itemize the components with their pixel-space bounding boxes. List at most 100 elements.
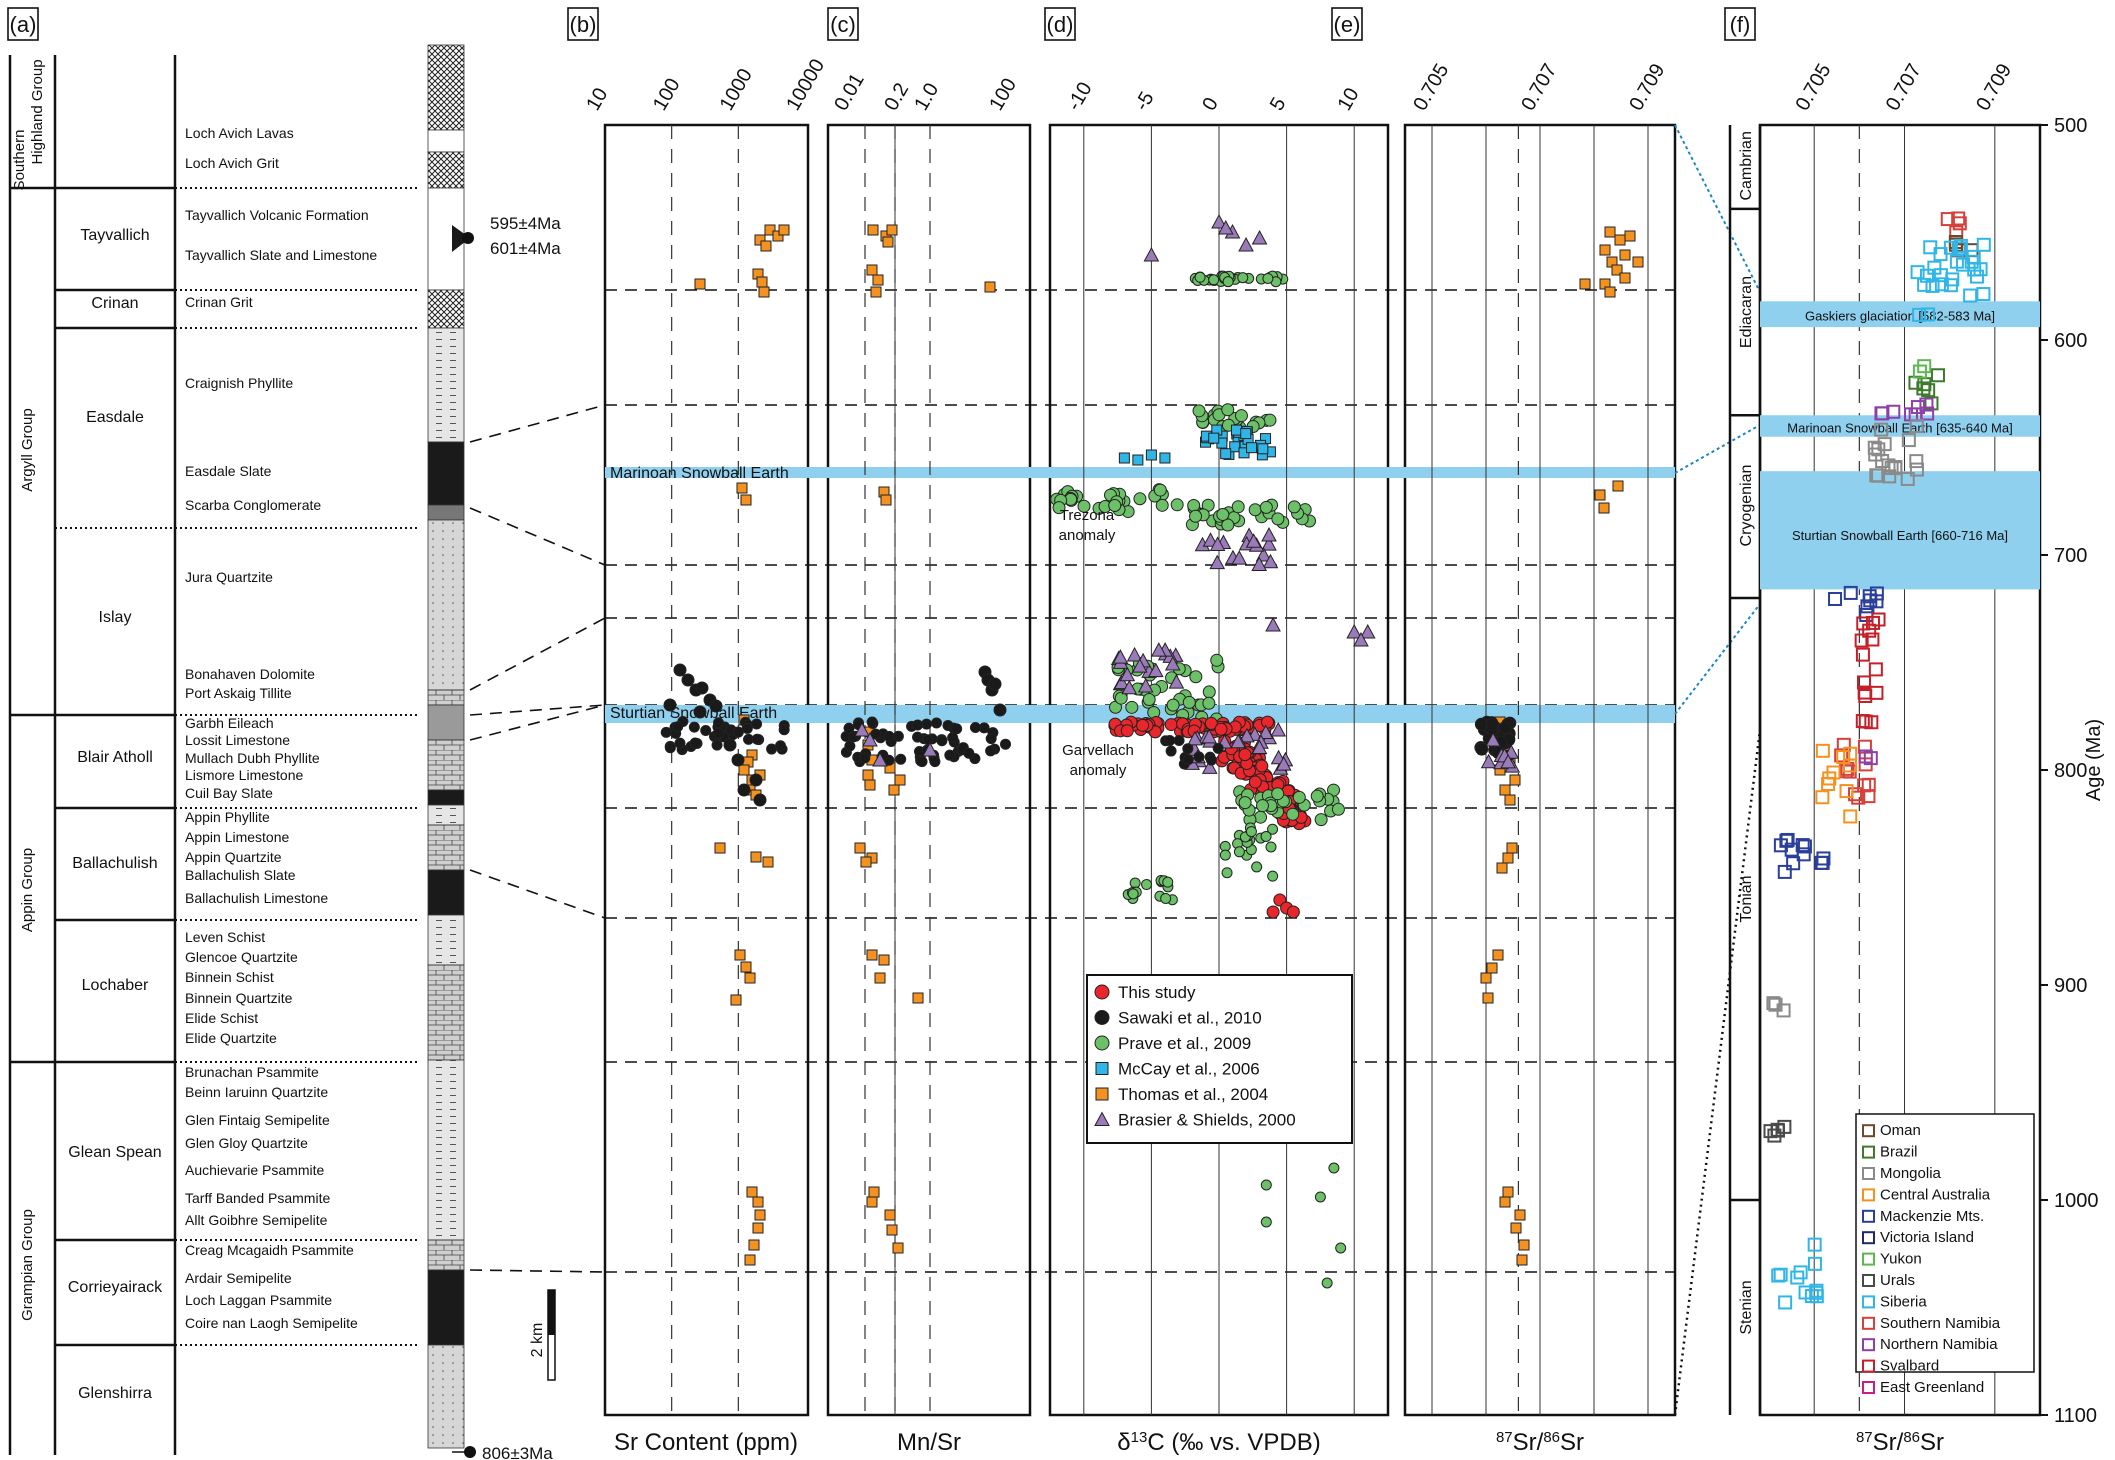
e-brasier-point xyxy=(1500,753,1516,769)
d-mccay-point xyxy=(1208,432,1220,444)
b-thomas-point xyxy=(740,494,752,506)
f-point xyxy=(1963,288,1978,303)
d-prave-point xyxy=(1133,492,1147,506)
panel-label-b: (b) xyxy=(567,7,599,41)
f-point xyxy=(1778,1295,1793,1310)
subgroup-label: Glenshirra xyxy=(78,1385,152,1402)
d-prave-point xyxy=(1328,1162,1340,1174)
d-prave-point xyxy=(1271,787,1285,801)
e-thomas-point xyxy=(1499,784,1511,796)
gaskiers-label: Gaskiers glaciation [582-583 Ma] xyxy=(1805,309,1995,324)
d-brasier-point xyxy=(1261,527,1277,542)
e-thomas-point xyxy=(1614,234,1626,246)
formation-label: Loch Avich Lavas xyxy=(185,125,294,141)
f-point xyxy=(1909,454,1924,469)
b-sawaki-point xyxy=(774,740,786,752)
d-prave-point xyxy=(1210,653,1224,667)
group-label: Grampian Group xyxy=(19,1209,36,1321)
f-point xyxy=(1953,238,1968,253)
b-thomas-point xyxy=(772,230,784,242)
c-thomas-point xyxy=(866,949,878,961)
d-thisstudy-point xyxy=(1120,724,1134,738)
d-prave-point xyxy=(1245,826,1257,838)
d-prave-point xyxy=(1263,413,1277,427)
d-prave-point xyxy=(1142,692,1156,706)
d-prave-point xyxy=(1255,799,1269,813)
subgroup-label: Lochaber xyxy=(82,977,149,994)
trezona-label: Trezona xyxy=(1060,507,1115,524)
legend-f-label: Yukon xyxy=(1880,1251,1922,1268)
c-thomas-point xyxy=(878,954,890,966)
f-point xyxy=(1795,838,1810,853)
d-prave-point xyxy=(1254,810,1268,824)
f-point xyxy=(1797,839,1812,854)
legend-f-label: Oman xyxy=(1880,1122,1921,1139)
d-prave-point xyxy=(1331,802,1345,816)
c-sawaki-point xyxy=(944,749,956,761)
legend-f-label: Central Australia xyxy=(1880,1186,1991,1203)
formation-label: Lossit Limestone xyxy=(185,732,290,748)
formation-label: Creag Mcagaidh Psammite xyxy=(185,1242,354,1258)
formation-label: Coire nan Laogh Semipelite xyxy=(185,1315,358,1331)
legend-f-marker xyxy=(1862,1231,1875,1245)
f-tick: 0.705 xyxy=(1791,60,1835,114)
d-brasier-point xyxy=(1119,666,1136,682)
d-mccay-point xyxy=(1257,443,1269,455)
d-brasier-point xyxy=(1239,727,1255,743)
d-prave-point xyxy=(1108,499,1122,513)
age-connector xyxy=(1673,729,1762,1416)
d-prave-point xyxy=(1248,503,1262,517)
d-prave-point xyxy=(1310,789,1324,803)
scale-bar-fill xyxy=(548,1290,555,1335)
b-thomas-point xyxy=(756,276,768,288)
c-sawaki-point xyxy=(844,740,856,752)
formation-label: Ballachulish Limestone xyxy=(185,890,328,906)
d-brasier-point xyxy=(1131,658,1148,673)
d-prave-point xyxy=(1208,274,1220,286)
d-sawaki-point xyxy=(1173,734,1185,746)
f-point xyxy=(1943,278,1958,293)
f-point xyxy=(1868,447,1883,462)
f-point xyxy=(1839,784,1854,799)
e-thomas-point xyxy=(1496,862,1508,874)
b-tick: 10000 xyxy=(782,55,829,114)
panel-label-text: (d) xyxy=(1047,12,1074,37)
f-point xyxy=(1949,254,1964,269)
panel-label-a: (a) xyxy=(7,7,39,41)
d-brasier-point xyxy=(1211,213,1227,229)
f-point xyxy=(1843,746,1858,761)
c-sawaki-point xyxy=(985,733,997,745)
d-prave-point xyxy=(1271,512,1285,526)
d-tick: -10 xyxy=(1063,78,1097,114)
b-xlabel: Sr Content (ppm) xyxy=(614,1429,798,1456)
e-thomas-point xyxy=(1598,502,1610,514)
age-label: 595±4Ma xyxy=(490,214,561,233)
legend-main-label: Thomas et al., 2004 xyxy=(1118,1085,1268,1104)
d-prave-point xyxy=(1182,695,1196,709)
c-sawaki-point xyxy=(951,723,963,735)
d-prave-point xyxy=(1335,1242,1347,1254)
d-brasier-point xyxy=(1255,546,1272,562)
column-unit xyxy=(427,704,465,741)
f-ytick-label: 500 xyxy=(2054,115,2087,137)
c-sawaki-point xyxy=(930,717,942,729)
c-thomas-point xyxy=(874,972,886,984)
e-brasier-point xyxy=(1485,731,1501,747)
column-unit xyxy=(427,441,465,506)
b-thomas-point xyxy=(694,278,706,290)
d-brasier-point xyxy=(1275,756,1292,771)
c-thomas-point xyxy=(894,774,906,786)
f-point xyxy=(1912,307,1927,322)
b-tick: 100 xyxy=(649,75,685,115)
d-prave-point xyxy=(1162,876,1174,888)
b-thomas-point xyxy=(730,994,742,1006)
panel-label-text: (e) xyxy=(1334,12,1361,37)
b-sawaki-point xyxy=(753,793,767,807)
f-point xyxy=(1843,809,1858,824)
b-thomas-point xyxy=(748,1239,760,1251)
b-sawaki-point xyxy=(695,681,709,695)
d-sawaki-point xyxy=(1165,745,1177,757)
formation-label: Port Askaig Tillite xyxy=(185,685,292,701)
f-point xyxy=(1766,996,1781,1011)
